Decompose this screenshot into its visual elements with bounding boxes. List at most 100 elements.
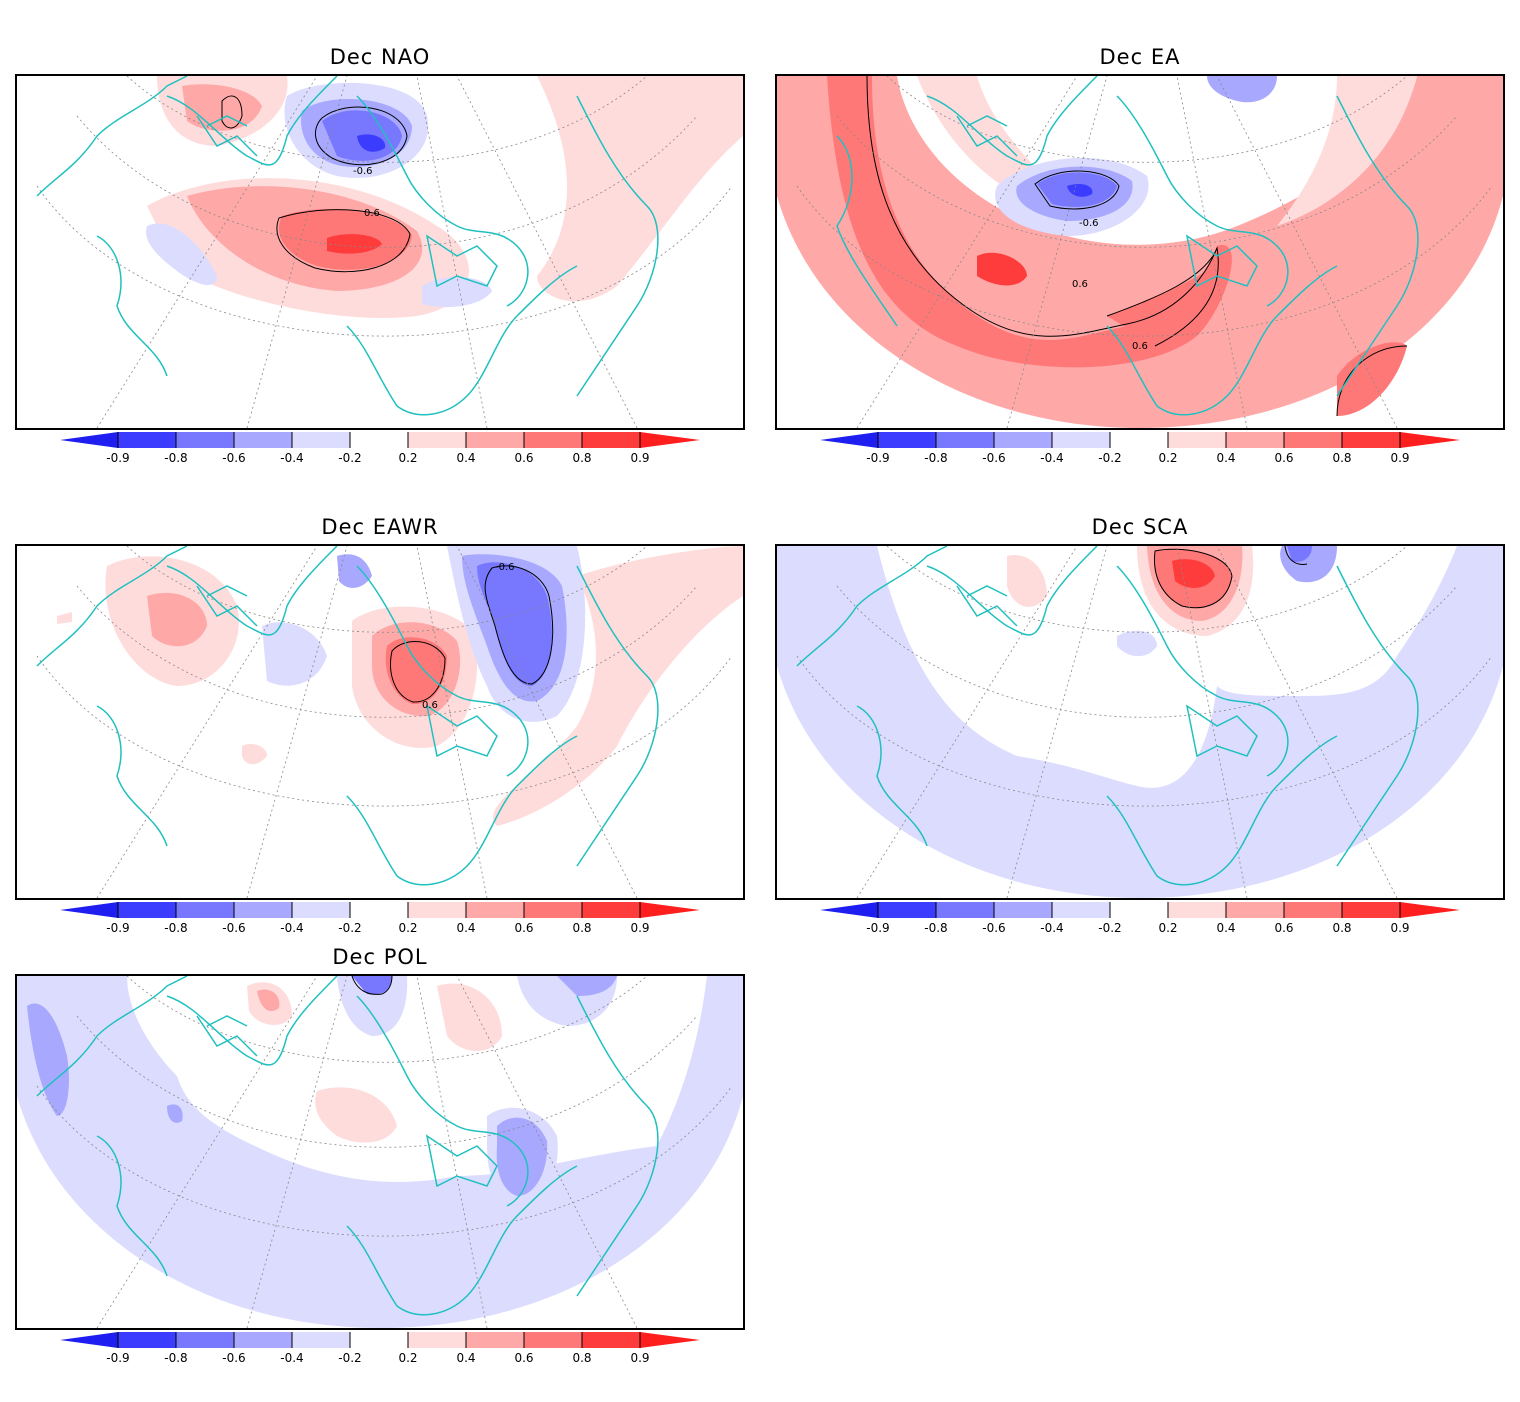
- tick-label: 0.9: [630, 451, 649, 465]
- positive-anomaly: [57, 612, 72, 624]
- tick-label: 0.6: [514, 451, 533, 465]
- neutral-region: [877, 546, 1457, 788]
- tick-label: -0.8: [164, 1351, 187, 1365]
- positive-anomaly: [977, 252, 1027, 286]
- panel-sca: Dec SCA: [775, 512, 1505, 972]
- tick-label: -0.9: [106, 1351, 129, 1365]
- contour-line: [1284, 546, 1308, 565]
- tick-label: 0.2: [398, 451, 417, 465]
- contour-label: 0.6: [364, 208, 380, 219]
- tick-label: 0.6: [514, 1351, 533, 1365]
- panel-eawr: Dec EAWR: [15, 512, 745, 972]
- positive-anomaly: [1007, 555, 1047, 607]
- positive-anomaly: [437, 983, 502, 1051]
- correlation-map: [777, 546, 1503, 898]
- negative-anomaly: [337, 976, 408, 1036]
- tick-label: -0.6: [222, 921, 245, 935]
- tick-label: -0.6: [222, 1351, 245, 1365]
- neutral-region: [127, 976, 707, 1182]
- panel-pol: Dec POL: [15, 942, 745, 1402]
- panel-title: Dec NAO: [329, 45, 431, 69]
- tick-label: 0.8: [572, 1351, 591, 1365]
- tick-label: -0.2: [338, 921, 361, 935]
- tick-label: -0.4: [280, 451, 303, 465]
- tick-label: -0.4: [280, 921, 303, 935]
- tick-label: 0.6: [1274, 921, 1293, 935]
- positive-anomaly: [327, 234, 382, 254]
- positive-anomaly: [385, 637, 447, 705]
- correlation-map: [17, 976, 743, 1328]
- map-frame: -0.6 0.6: [15, 74, 745, 430]
- tick-label: -0.9: [106, 921, 129, 935]
- contour-label: 0.6: [1072, 279, 1088, 290]
- contour-line: [1034, 170, 1120, 210]
- graticule: [36, 76, 733, 428]
- contour-line: [276, 209, 411, 273]
- contour-line: [1106, 246, 1219, 347]
- positive-anomaly: [617, 144, 670, 227]
- tick-label: -0.9: [866, 921, 889, 935]
- tick-label: -0.8: [164, 451, 187, 465]
- tick-label: -0.8: [924, 921, 947, 935]
- panel-nao: Dec NAO: [15, 42, 745, 502]
- map-frame: -0.6 0.6: [15, 544, 745, 900]
- tick-label: 0.2: [1158, 921, 1177, 935]
- tick-label: -0.6: [982, 451, 1005, 465]
- contour-label: -0.6: [353, 166, 373, 177]
- contour-line: [351, 976, 393, 995]
- tick-label: 0.9: [630, 921, 649, 935]
- tick-label: 0.4: [456, 451, 475, 465]
- colorbar-svg: -0.9 -0.8 -0.6 -0.4 -0.2 0.2 0.4 0.6 0.8…: [60, 902, 700, 935]
- tick-label: -0.2: [1098, 451, 1121, 465]
- tick-label: 0.9: [630, 1351, 649, 1365]
- negative-anomaly: [1067, 183, 1093, 197]
- panel-title: Dec EA: [1099, 45, 1181, 69]
- tick-label: -0.6: [222, 451, 245, 465]
- positive-anomaly: [827, 76, 1232, 368]
- positive-anomaly: [493, 546, 743, 826]
- tick-label: 0.2: [1158, 451, 1177, 465]
- tick-label: 0.9: [1390, 451, 1409, 465]
- coastline: [796, 546, 1419, 886]
- tick-label: 0.8: [1332, 451, 1351, 465]
- tick-label: 0.2: [398, 1351, 417, 1365]
- colorbar: -0.9 -0.8 -0.6 -0.4 -0.2 0.2 0.4 0.6 0.8…: [820, 432, 1465, 472]
- negative-anomaly: [352, 976, 392, 995]
- contour-line: [1153, 548, 1233, 609]
- tick-label: 0.4: [456, 1351, 475, 1365]
- contour-line: [390, 640, 446, 703]
- contour-label: 0.6: [1132, 341, 1148, 352]
- tick-label: 0.2: [398, 921, 417, 935]
- tick-label: 0.9: [1390, 921, 1409, 935]
- tick-label: -0.6: [982, 921, 1005, 935]
- map-frame: [15, 974, 745, 1330]
- positive-anomaly: [1277, 76, 1417, 226]
- panel-ea: Dec EA: [775, 42, 1505, 502]
- tick-label: -0.9: [866, 451, 889, 465]
- negative-anomaly: [337, 554, 372, 588]
- panel-title: Dec POL: [332, 945, 428, 969]
- tick-label: -0.9: [106, 451, 129, 465]
- correlation-map: -0.6 0.6: [17, 546, 743, 898]
- contour-line: [221, 95, 243, 129]
- tick-label: -0.2: [338, 451, 361, 465]
- tick-label: 0.4: [1216, 451, 1235, 465]
- graticule: [796, 76, 1493, 428]
- contour-line: [866, 76, 1218, 337]
- tick-label: -0.8: [924, 451, 947, 465]
- negative-anomaly: [477, 562, 552, 686]
- tick-label: 0.4: [456, 921, 475, 935]
- graticule: [36, 976, 733, 1328]
- neutral-region: [1217, 656, 1397, 696]
- colorbar: -0.9 -0.8 -0.6 -0.4 -0.2 0.2 0.4 0.6 0.8…: [60, 432, 705, 472]
- negative-anomaly: [1287, 546, 1312, 562]
- colorbar-svg: -0.9 -0.8 -0.6 -0.4 -0.2 0.2 0.4 0.6 0.8…: [60, 1332, 700, 1365]
- positive-anomaly: [1107, 261, 1219, 346]
- contour-label: -0.6: [495, 562, 515, 573]
- tick-label: 0.8: [572, 451, 591, 465]
- colorbar-svg: -0.9 -0.8 -0.6 -0.4 -0.2 0.2 0.4 0.6 0.8…: [60, 432, 700, 465]
- contour-label: 0.6: [422, 700, 438, 711]
- coastline: [36, 976, 659, 1316]
- tick-label: 0.6: [514, 921, 533, 935]
- negative-anomaly: [1117, 630, 1157, 657]
